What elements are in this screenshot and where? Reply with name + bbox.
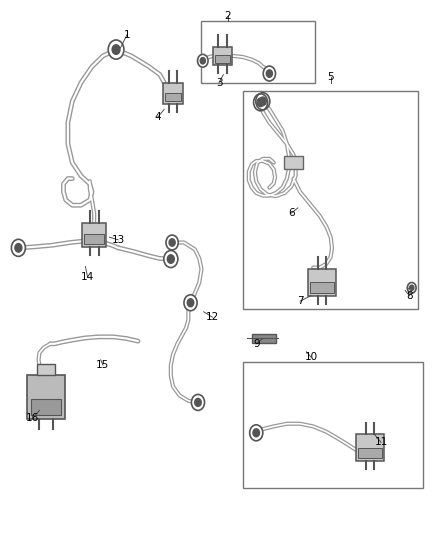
Text: 1: 1 [124,30,131,39]
Bar [82,222,106,246]
Bar [166,93,180,101]
Text: 11: 11 [374,438,388,447]
Text: 16: 16 [26,414,39,423]
Text: 5: 5 [327,72,334,82]
Bar [243,362,423,488]
Circle shape [167,255,174,263]
Text: 9: 9 [253,339,260,349]
Bar [356,434,384,461]
Circle shape [112,45,120,54]
Bar [163,83,183,104]
Circle shape [410,285,414,290]
Circle shape [250,425,263,441]
Text: 7: 7 [297,296,304,306]
Circle shape [194,399,201,406]
Circle shape [164,251,178,268]
Circle shape [256,93,270,110]
Bar [31,399,61,415]
Text: 13: 13 [112,235,125,245]
Text: 6: 6 [288,208,295,218]
Bar [27,375,64,419]
Circle shape [184,295,197,311]
Circle shape [266,70,272,77]
Bar [215,55,230,62]
Bar [37,365,55,375]
Text: 10: 10 [304,352,318,362]
Bar [252,334,276,343]
Circle shape [257,98,264,107]
Text: 14: 14 [81,272,94,282]
Circle shape [200,58,205,64]
Bar [201,21,315,83]
Circle shape [169,239,175,246]
Text: 15: 15 [96,360,110,370]
Circle shape [191,394,205,410]
Bar [284,156,303,169]
Bar [358,448,382,458]
Circle shape [253,429,259,437]
Circle shape [259,97,266,106]
Bar [307,269,336,296]
Bar [84,235,104,244]
Circle shape [11,239,25,256]
Text: 2: 2 [224,11,231,21]
Text: 3: 3 [215,78,223,87]
Circle shape [187,298,194,307]
Text: 4: 4 [154,112,161,122]
Circle shape [263,66,276,81]
Circle shape [407,282,416,293]
Bar [243,91,418,309]
Circle shape [254,94,268,111]
Circle shape [198,54,208,67]
Circle shape [108,40,124,59]
Circle shape [166,235,178,250]
Bar [213,46,232,65]
Circle shape [15,244,22,252]
Bar [310,282,334,293]
Text: 8: 8 [406,291,413,301]
Text: 12: 12 [206,312,219,322]
